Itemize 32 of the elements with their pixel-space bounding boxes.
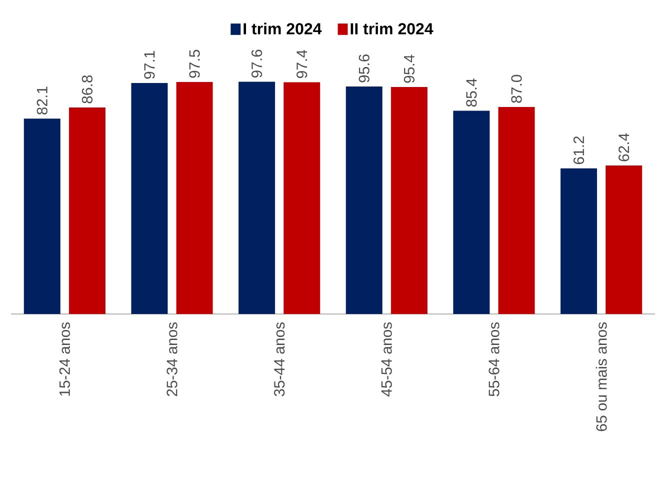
data-label: 97.1 (144, 50, 155, 79)
data-label: 97.5 (189, 50, 200, 78)
bar (131, 82, 168, 314)
x-tick-label: 15-24 anos (59, 322, 70, 396)
x-tick-label: 55-64 anos (488, 322, 500, 396)
data-label: 87.0 (511, 74, 522, 103)
data-label: 85.4 (466, 78, 477, 107)
bar (68, 107, 106, 314)
data-label: 61.2 (573, 136, 584, 164)
data-label: 95.4 (404, 54, 415, 83)
bar (346, 86, 382, 314)
bar (390, 87, 428, 314)
bar (284, 82, 320, 314)
x-tick-label: 65 ou mais anos (596, 322, 607, 432)
bar (560, 168, 598, 314)
legend-label: II trim 2024 (350, 22, 434, 34)
bar (606, 166, 642, 314)
x-tick-label: 25-34 anos (166, 322, 178, 396)
bar (498, 107, 535, 314)
data-label: 97.6 (251, 50, 262, 78)
bar (24, 118, 60, 314)
data-label: 86.8 (82, 75, 93, 104)
x-tick-label: 35-44 anos (274, 322, 285, 396)
bar (453, 110, 490, 314)
data-label: 95.6 (358, 54, 370, 82)
bar (238, 82, 276, 314)
bar (176, 82, 213, 314)
legend-label: I trim 2024 (244, 22, 322, 34)
data-label: 62.4 (618, 133, 630, 162)
x-tick-label: 45-54 anos (381, 322, 392, 396)
data-label: 82.1 (36, 86, 48, 114)
data-label: 97.4 (296, 50, 308, 78)
